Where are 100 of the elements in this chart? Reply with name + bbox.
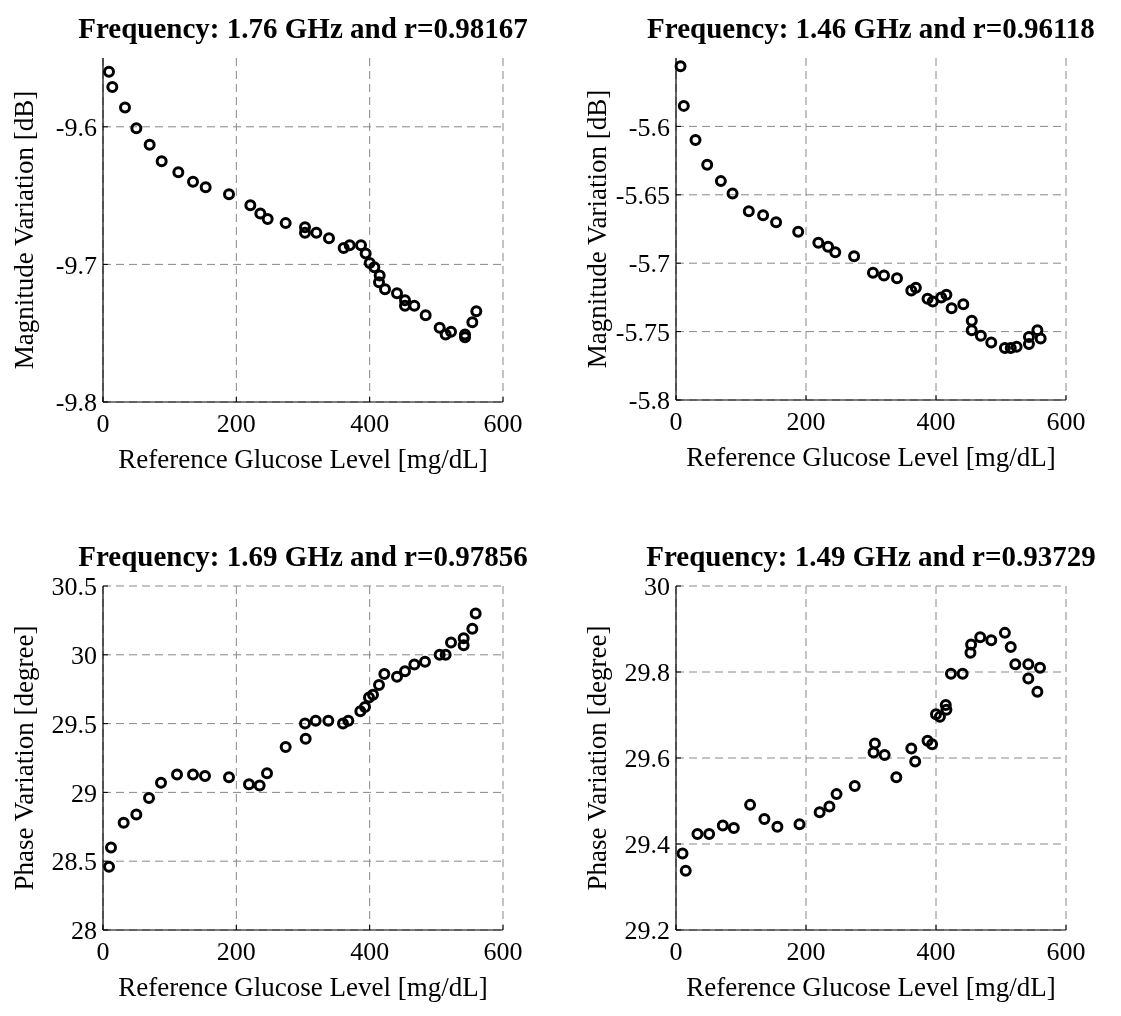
point (974, 631, 987, 644)
point (964, 646, 977, 659)
point (1034, 661, 1046, 674)
point (1009, 658, 1022, 671)
point (143, 791, 155, 804)
point (985, 634, 998, 647)
chart-title: Frequency: 1.46 GHz and r=0.96118 (647, 12, 1095, 44)
point (848, 250, 861, 263)
point (469, 607, 482, 620)
chart-title: Frequency: 1.49 GHz and r=0.93729 (646, 540, 1096, 572)
point (770, 216, 783, 229)
y-tick-label: -5.6 (628, 112, 670, 142)
point (391, 670, 403, 683)
point (363, 257, 376, 270)
point (445, 325, 457, 338)
point (677, 99, 690, 112)
point (679, 864, 692, 877)
x-tick-label: 400 (916, 407, 956, 436)
point (867, 746, 880, 759)
point (933, 710, 946, 723)
point (342, 714, 355, 727)
y-axis-title: Phase Variation [degree] (9, 625, 39, 891)
point (792, 225, 805, 238)
point (757, 209, 770, 222)
point (117, 816, 130, 829)
point (701, 158, 714, 171)
point (985, 336, 998, 349)
point (354, 705, 367, 718)
point (130, 122, 143, 135)
x-tick-label: 0 (96, 937, 110, 966)
y-tick-label: 29.8 (624, 658, 670, 688)
point (363, 691, 375, 704)
point (940, 288, 953, 301)
point (373, 269, 386, 282)
point (822, 240, 835, 253)
point (310, 226, 323, 239)
point (830, 788, 843, 801)
point (223, 188, 235, 201)
point (391, 287, 403, 300)
x-axis-title: Reference Glucose Level [mg/dL] (686, 442, 1056, 472)
point (299, 221, 311, 234)
point (103, 860, 115, 873)
x-tick-label: 200 (786, 937, 826, 966)
point (1022, 658, 1035, 671)
point (399, 294, 411, 307)
point (367, 688, 379, 701)
point (143, 138, 156, 151)
point (744, 798, 757, 811)
point (470, 305, 483, 318)
point (940, 703, 953, 716)
point (793, 818, 806, 831)
point (878, 269, 890, 282)
point (716, 819, 729, 832)
point (691, 828, 704, 841)
y-axis-title: Magnitude Variation [dB] (9, 90, 39, 370)
y-axis-title: Magnitude Variation [dB] (582, 89, 612, 369)
point (439, 328, 452, 341)
x-tick-label: 600 (1046, 937, 1086, 966)
point (106, 80, 119, 93)
point (935, 291, 948, 304)
point (939, 699, 952, 712)
point (689, 134, 702, 147)
point (926, 738, 939, 751)
point (433, 648, 446, 661)
point (945, 302, 958, 315)
y-tick-label: 29 (71, 778, 97, 808)
point (243, 778, 255, 791)
chart-title: Frequency: 1.76 GHz and r=0.98167 (78, 12, 528, 44)
point (155, 776, 167, 789)
point (1031, 685, 1044, 698)
point (337, 241, 350, 254)
y-tick-label: -5.65 (615, 180, 670, 210)
point (408, 299, 421, 312)
point (726, 187, 739, 200)
point (1004, 342, 1017, 355)
point (279, 740, 292, 753)
y-axis-title: Phase Variation [degree] (582, 625, 612, 891)
point (223, 771, 235, 784)
point (1022, 331, 1035, 344)
x-tick-label: 400 (350, 409, 390, 438)
y-tick-label: 29.5 (51, 709, 97, 739)
y-tick-label: -9.6 (55, 112, 97, 142)
point (378, 668, 391, 681)
point (253, 779, 266, 792)
point (1031, 324, 1044, 337)
point (930, 708, 942, 721)
point (359, 701, 371, 714)
x-tick-label: 600 (483, 409, 523, 438)
point (322, 714, 335, 727)
point (676, 847, 689, 860)
point (399, 665, 411, 678)
y-tick-label: -5.75 (615, 317, 670, 347)
point (279, 217, 292, 230)
x-tick-label: 0 (669, 937, 683, 966)
point (187, 768, 199, 781)
point (466, 316, 479, 329)
point (419, 655, 431, 668)
point (244, 199, 257, 212)
point (299, 732, 312, 745)
point (355, 239, 367, 252)
